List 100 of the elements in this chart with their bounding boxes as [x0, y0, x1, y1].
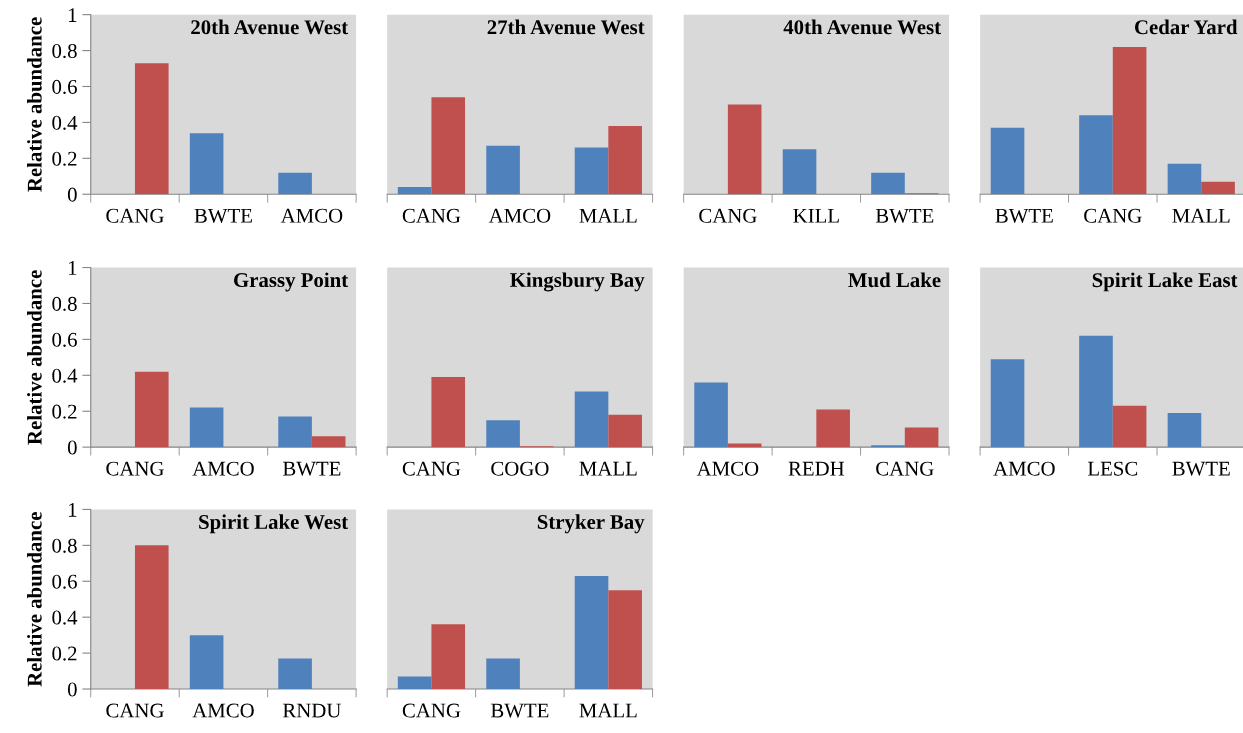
chart-title: Kingsbury Bay	[510, 272, 645, 292]
y-tick-label: 0	[67, 187, 77, 202]
bar	[431, 97, 466, 195]
bar	[871, 172, 905, 195]
x-tick-label: CANG	[106, 703, 164, 718]
y-tick-label: 1	[68, 502, 77, 517]
bar	[727, 104, 762, 195]
x-tick-label: MALL	[1172, 208, 1230, 223]
bar	[189, 635, 224, 690]
x-tick-label: CANG	[699, 208, 757, 223]
x-tick-label: CANG	[106, 461, 164, 476]
y-tick-label: 0.2	[52, 646, 77, 661]
x-tick-label: BWTE	[1172, 461, 1230, 476]
bar	[189, 133, 224, 195]
x-tick-label: COGO	[491, 461, 549, 476]
y-tick-label: 1	[68, 8, 77, 22]
y-tick-label: 0.6	[52, 332, 77, 347]
bar	[694, 382, 728, 448]
x-tick-label: CANG	[402, 208, 461, 223]
bar	[431, 624, 466, 690]
x-tick-label: AMCO	[280, 208, 343, 223]
bar	[278, 416, 312, 448]
x-tick-label: KILL	[793, 208, 839, 223]
bar	[1167, 413, 1202, 448]
bar	[278, 658, 312, 690]
bar	[1201, 181, 1235, 195]
y-tick-label: 0	[67, 440, 77, 455]
x-tick-label: RNDU	[282, 703, 341, 718]
x-tick-label: CANG	[876, 461, 934, 476]
chart-title: Stryker Bay	[537, 514, 645, 534]
bar	[608, 590, 642, 690]
x-tick-label: MALL	[579, 208, 637, 223]
x-tick-label: AMCO	[192, 461, 254, 476]
y-tick-label: 0.4	[52, 368, 78, 383]
bar	[1112, 405, 1147, 448]
bar	[608, 414, 642, 448]
x-tick-label: AMCO	[192, 703, 254, 718]
y-axis-title: Relative abundance	[27, 512, 42, 687]
bar	[782, 149, 817, 195]
bar	[134, 371, 169, 448]
x-tick-label: MALL	[579, 703, 637, 718]
y-tick-label: 1	[68, 261, 77, 275]
bar	[1079, 115, 1113, 195]
y-tick-label: 0	[67, 682, 77, 697]
bar	[397, 676, 432, 690]
bar	[189, 407, 224, 448]
x-tick-label: MALL	[579, 461, 637, 476]
y-tick-label: 0.4	[52, 115, 78, 130]
x-tick-label: BWTE	[995, 208, 1053, 223]
chart-title: Cedar Yard	[1134, 19, 1238, 35]
bar	[431, 377, 466, 448]
chart-title: Spirit Lake West	[199, 514, 349, 534]
chart-title: 20th Avenue West	[191, 19, 349, 35]
x-tick-label: LESC	[1087, 461, 1138, 476]
bar	[1112, 46, 1147, 195]
bar	[397, 187, 432, 195]
x-tick-label: CANG	[1084, 208, 1142, 223]
bar	[311, 436, 346, 448]
x-tick-label: BWTE	[282, 461, 341, 476]
bar	[816, 409, 850, 448]
bar	[1079, 335, 1113, 448]
bar	[134, 63, 169, 195]
x-tick-label: BWTE	[490, 703, 549, 718]
bar	[486, 145, 520, 195]
y-tick-label: 0.6	[52, 79, 77, 95]
x-tick-label: REDH	[788, 461, 845, 476]
x-tick-label: AMCO	[993, 461, 1055, 476]
bar	[574, 147, 609, 195]
bar	[1167, 163, 1202, 195]
y-tick-label: 0.8	[52, 538, 77, 553]
chart-title: Grassy Point	[234, 272, 349, 292]
y-axis-title: Relative abundance	[27, 270, 42, 445]
bar	[608, 126, 642, 195]
chart-title: Spirit Lake East	[1092, 272, 1238, 292]
y-tick-label: 0.8	[52, 43, 77, 59]
y-tick-label: 0.2	[52, 151, 77, 166]
bar	[134, 545, 169, 690]
chart-title: Mud Lake	[848, 272, 941, 288]
y-tick-label: 0.4	[52, 610, 78, 625]
bar	[486, 658, 520, 690]
x-tick-label: CANG	[106, 208, 164, 223]
chart-title: 27th Avenue West	[487, 19, 645, 35]
bar	[574, 391, 609, 448]
chart-title: 40th Avenue West	[783, 19, 941, 35]
y-tick-label: 0.8	[52, 296, 77, 311]
bar	[904, 427, 939, 448]
bar	[990, 359, 1025, 448]
x-tick-label: BWTE	[875, 208, 934, 223]
bar	[990, 127, 1025, 195]
x-tick-label: CANG	[402, 703, 461, 718]
bar	[574, 575, 609, 690]
x-tick-label: AMCO	[696, 461, 759, 476]
bar	[486, 420, 520, 448]
bar	[278, 172, 312, 195]
x-tick-label: AMCO	[488, 208, 551, 223]
y-tick-label: 0.2	[52, 404, 77, 419]
x-tick-label: CANG	[402, 461, 461, 476]
x-tick-label: BWTE	[194, 208, 252, 223]
y-tick-label: 0.6	[52, 574, 77, 589]
y-axis-title: Relative abundance	[27, 17, 42, 192]
